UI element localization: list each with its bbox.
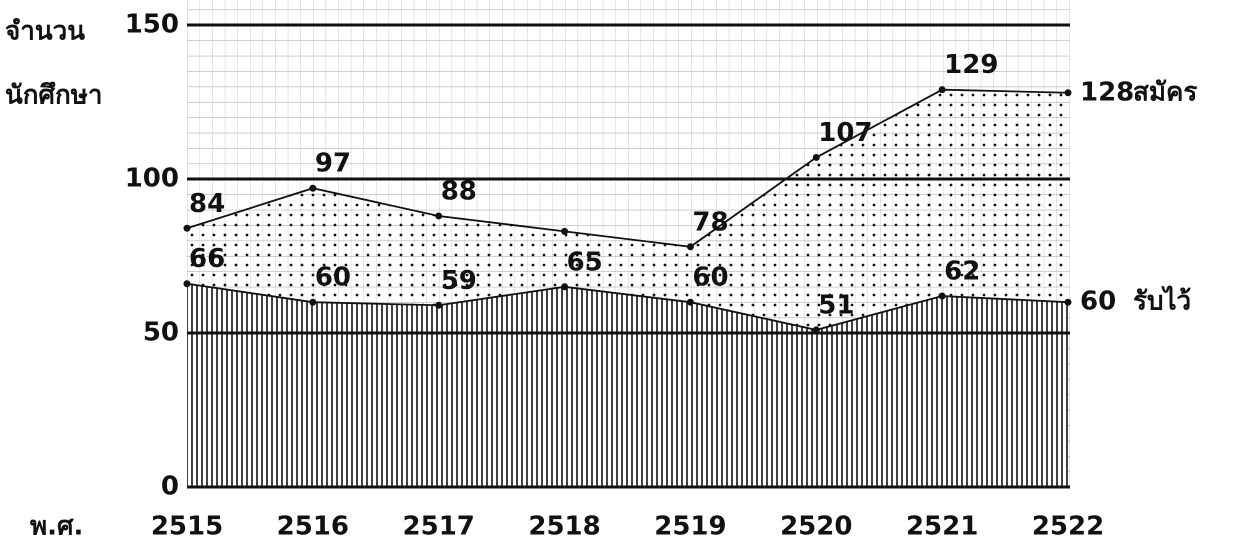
- series-name: รับไว้: [1133, 285, 1191, 317]
- data-point: [309, 184, 317, 192]
- x-tick-label: 2521: [906, 512, 978, 542]
- data-point: [1064, 298, 1072, 306]
- data-label: 78: [692, 207, 728, 237]
- data-label: 128: [1080, 77, 1134, 107]
- y-axis-label: จำนวน: [5, 17, 85, 47]
- x-tick-label: 2515: [151, 512, 223, 542]
- x-axis-label: พ.ศ.: [30, 512, 83, 542]
- data-point: [183, 224, 191, 232]
- data-point: [686, 298, 694, 306]
- series-line: [186, 88, 1069, 248]
- data-label: 59: [441, 266, 477, 296]
- data-label: 65: [567, 247, 603, 277]
- y-tick-label: 150: [125, 10, 179, 40]
- area-fill: [187, 283, 1068, 487]
- x-tick-label: 2517: [403, 512, 475, 542]
- x-tick-label: 2520: [780, 512, 852, 542]
- y-axis-label: นักศึกษา: [5, 81, 103, 111]
- data-point: [938, 292, 946, 300]
- data-point: [686, 243, 694, 251]
- data-label: 66: [189, 244, 225, 274]
- series-name: สมัคร: [1133, 77, 1197, 107]
- y-tick-label: 50: [143, 318, 179, 348]
- data-label: 62: [944, 257, 980, 287]
- x-tick-label: 2518: [528, 512, 600, 542]
- y-tick-label: 0: [161, 472, 179, 502]
- data-point: [309, 298, 317, 306]
- y-tick-label: 100: [125, 164, 179, 194]
- data-label: 88: [441, 176, 477, 206]
- data-label: 60: [315, 263, 351, 293]
- x-tick-label: 2522: [1032, 512, 1104, 542]
- data-point: [435, 212, 443, 220]
- data-point: [1064, 89, 1072, 97]
- data-point: [435, 301, 443, 309]
- data-label: 60: [1080, 287, 1116, 317]
- data-point: [561, 227, 569, 235]
- data-label: 60: [692, 263, 728, 293]
- x-tick-label: 2516: [277, 512, 349, 542]
- data-point: [938, 86, 946, 94]
- series-line: [186, 282, 1069, 331]
- x-tick-label: 2519: [654, 512, 726, 542]
- data-label: 97: [315, 149, 351, 179]
- data-label: 84: [189, 189, 225, 219]
- data-label: 51: [818, 290, 854, 320]
- data-point: [561, 283, 569, 291]
- data-point: [812, 326, 820, 334]
- data-label: 107: [818, 118, 872, 148]
- data-point: [183, 280, 191, 288]
- data-point: [812, 153, 820, 161]
- data-label: 129: [944, 50, 998, 80]
